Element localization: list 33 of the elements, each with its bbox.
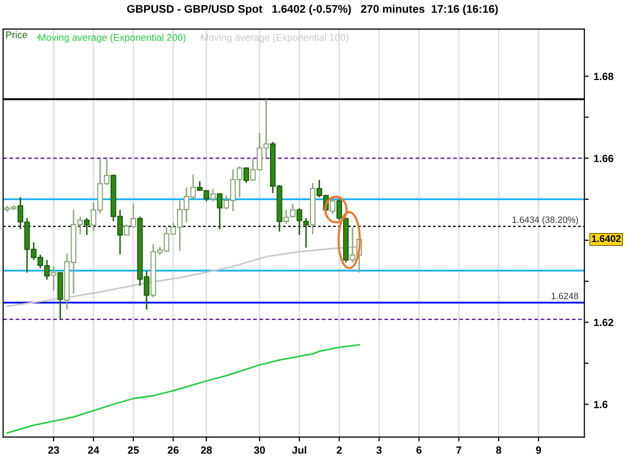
y-tick-label: 1.66 xyxy=(594,154,614,162)
candlestick xyxy=(84,217,90,236)
legend-label: Moving average (Exponential 200) xyxy=(38,34,186,43)
x-tick-label: 28 xyxy=(200,446,212,454)
line-series xyxy=(6,344,360,434)
candlestick xyxy=(296,208,302,236)
ref-line-label: 1.6434 (38.20%) xyxy=(512,216,578,225)
candlestick xyxy=(210,188,216,202)
x-tick-label: 23 xyxy=(48,446,60,454)
x-tick-label: 3 xyxy=(376,446,382,454)
x-tick-label: 25 xyxy=(128,446,139,454)
y-tick-label: 1.68 xyxy=(594,72,614,80)
x-tick-label: 8 xyxy=(496,446,502,454)
candlestick xyxy=(330,198,336,215)
y-tick-label: 1.62 xyxy=(594,318,614,326)
x-tick-label: 24 xyxy=(88,446,100,454)
candlestick xyxy=(216,192,222,230)
x-tick-label: 2 xyxy=(336,446,342,454)
candlestick xyxy=(243,166,250,184)
x-tick-label: 7 xyxy=(456,446,462,454)
x-tick-label: 9 xyxy=(536,446,542,454)
candlestick xyxy=(336,198,342,220)
x-tick-label: 26 xyxy=(168,446,179,454)
x-tick-label: Jul xyxy=(292,446,306,454)
text: 1.6402 xyxy=(592,235,621,242)
x-tick-label: 30 xyxy=(254,446,265,454)
y-tick-label: 1.6 xyxy=(594,400,608,408)
y-axis-title: Price xyxy=(6,31,28,38)
x-tick-label: 6 xyxy=(416,446,422,454)
candlestick xyxy=(50,266,56,291)
chart-title: GBPUSD - GBP/USD Spot 1.6402 (-0.57%) 270 minutes 17:16 (16:16) xyxy=(127,4,498,16)
ref-line-label: 1.6248 xyxy=(552,292,578,300)
candlestick xyxy=(303,217,309,248)
